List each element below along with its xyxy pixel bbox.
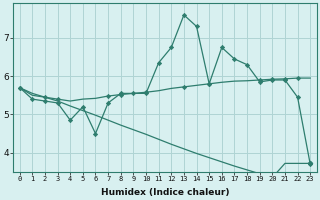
X-axis label: Humidex (Indice chaleur): Humidex (Indice chaleur) — [101, 188, 229, 197]
